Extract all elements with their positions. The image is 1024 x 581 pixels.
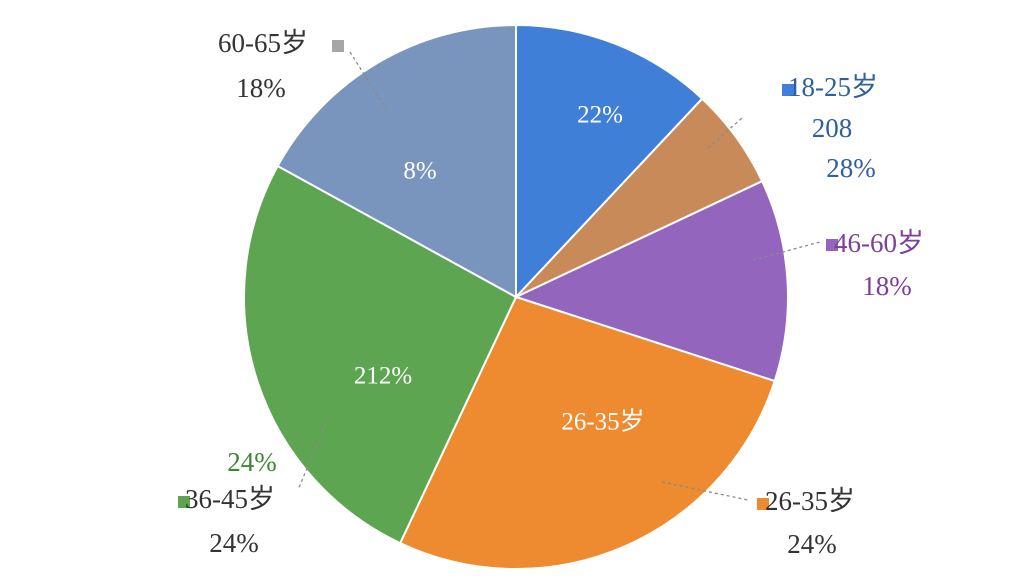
pie-slices bbox=[243, 23, 789, 570]
slice-inner-label-0: 22% bbox=[577, 102, 623, 129]
outer-label-3-0: 26-35岁 bbox=[765, 486, 855, 516]
slice-inner-label-3: 26-35岁 bbox=[561, 408, 644, 436]
outer-label-2-0: 46-60岁 bbox=[834, 228, 924, 258]
outer-label-4-1: 36-45岁 bbox=[185, 484, 275, 514]
outer-label-0-1: 208 bbox=[812, 113, 853, 143]
outer-label-5-1: 18% bbox=[236, 73, 286, 103]
leader-lines bbox=[297, 51, 821, 501]
outer-label-3-1: 24% bbox=[787, 529, 837, 559]
outer-labels: 18-25岁 208 28% 46-60岁 18% 26-35岁 24% 24% 36-45岁 2… bbox=[178, 28, 924, 559]
slice-inner-label-4: 212% bbox=[354, 363, 412, 390]
legend-marker-5 bbox=[332, 40, 344, 52]
outer-label-0-0: 18-25岁 bbox=[788, 72, 878, 102]
outer-label-5-0: 60-65岁 bbox=[218, 28, 308, 58]
outer-label-0-2: 28% bbox=[826, 153, 876, 183]
legend-marker-0 bbox=[782, 84, 794, 96]
pie-slice-3 bbox=[398, 295, 776, 570]
leader-line-0 bbox=[707, 117, 743, 149]
slice-inner-label-5: 8% bbox=[403, 158, 436, 185]
leader-line-4 bbox=[297, 417, 329, 491]
pie-slice-0 bbox=[515, 23, 704, 300]
legend-marker-3 bbox=[757, 498, 769, 510]
leader-line-3 bbox=[661, 481, 749, 501]
legend-marker-4 bbox=[178, 496, 190, 508]
pie-slice-2 bbox=[513, 179, 789, 383]
outer-label-4-2: 24% bbox=[209, 528, 259, 558]
pie-inner-labels: 22% 26-35岁 212% 8% bbox=[354, 102, 645, 436]
outer-label-2-1: 18% bbox=[862, 271, 912, 301]
legend-marker-2 bbox=[826, 239, 838, 251]
pie-slice-5 bbox=[276, 23, 517, 299]
outer-label-4-0: 24% bbox=[227, 447, 277, 477]
